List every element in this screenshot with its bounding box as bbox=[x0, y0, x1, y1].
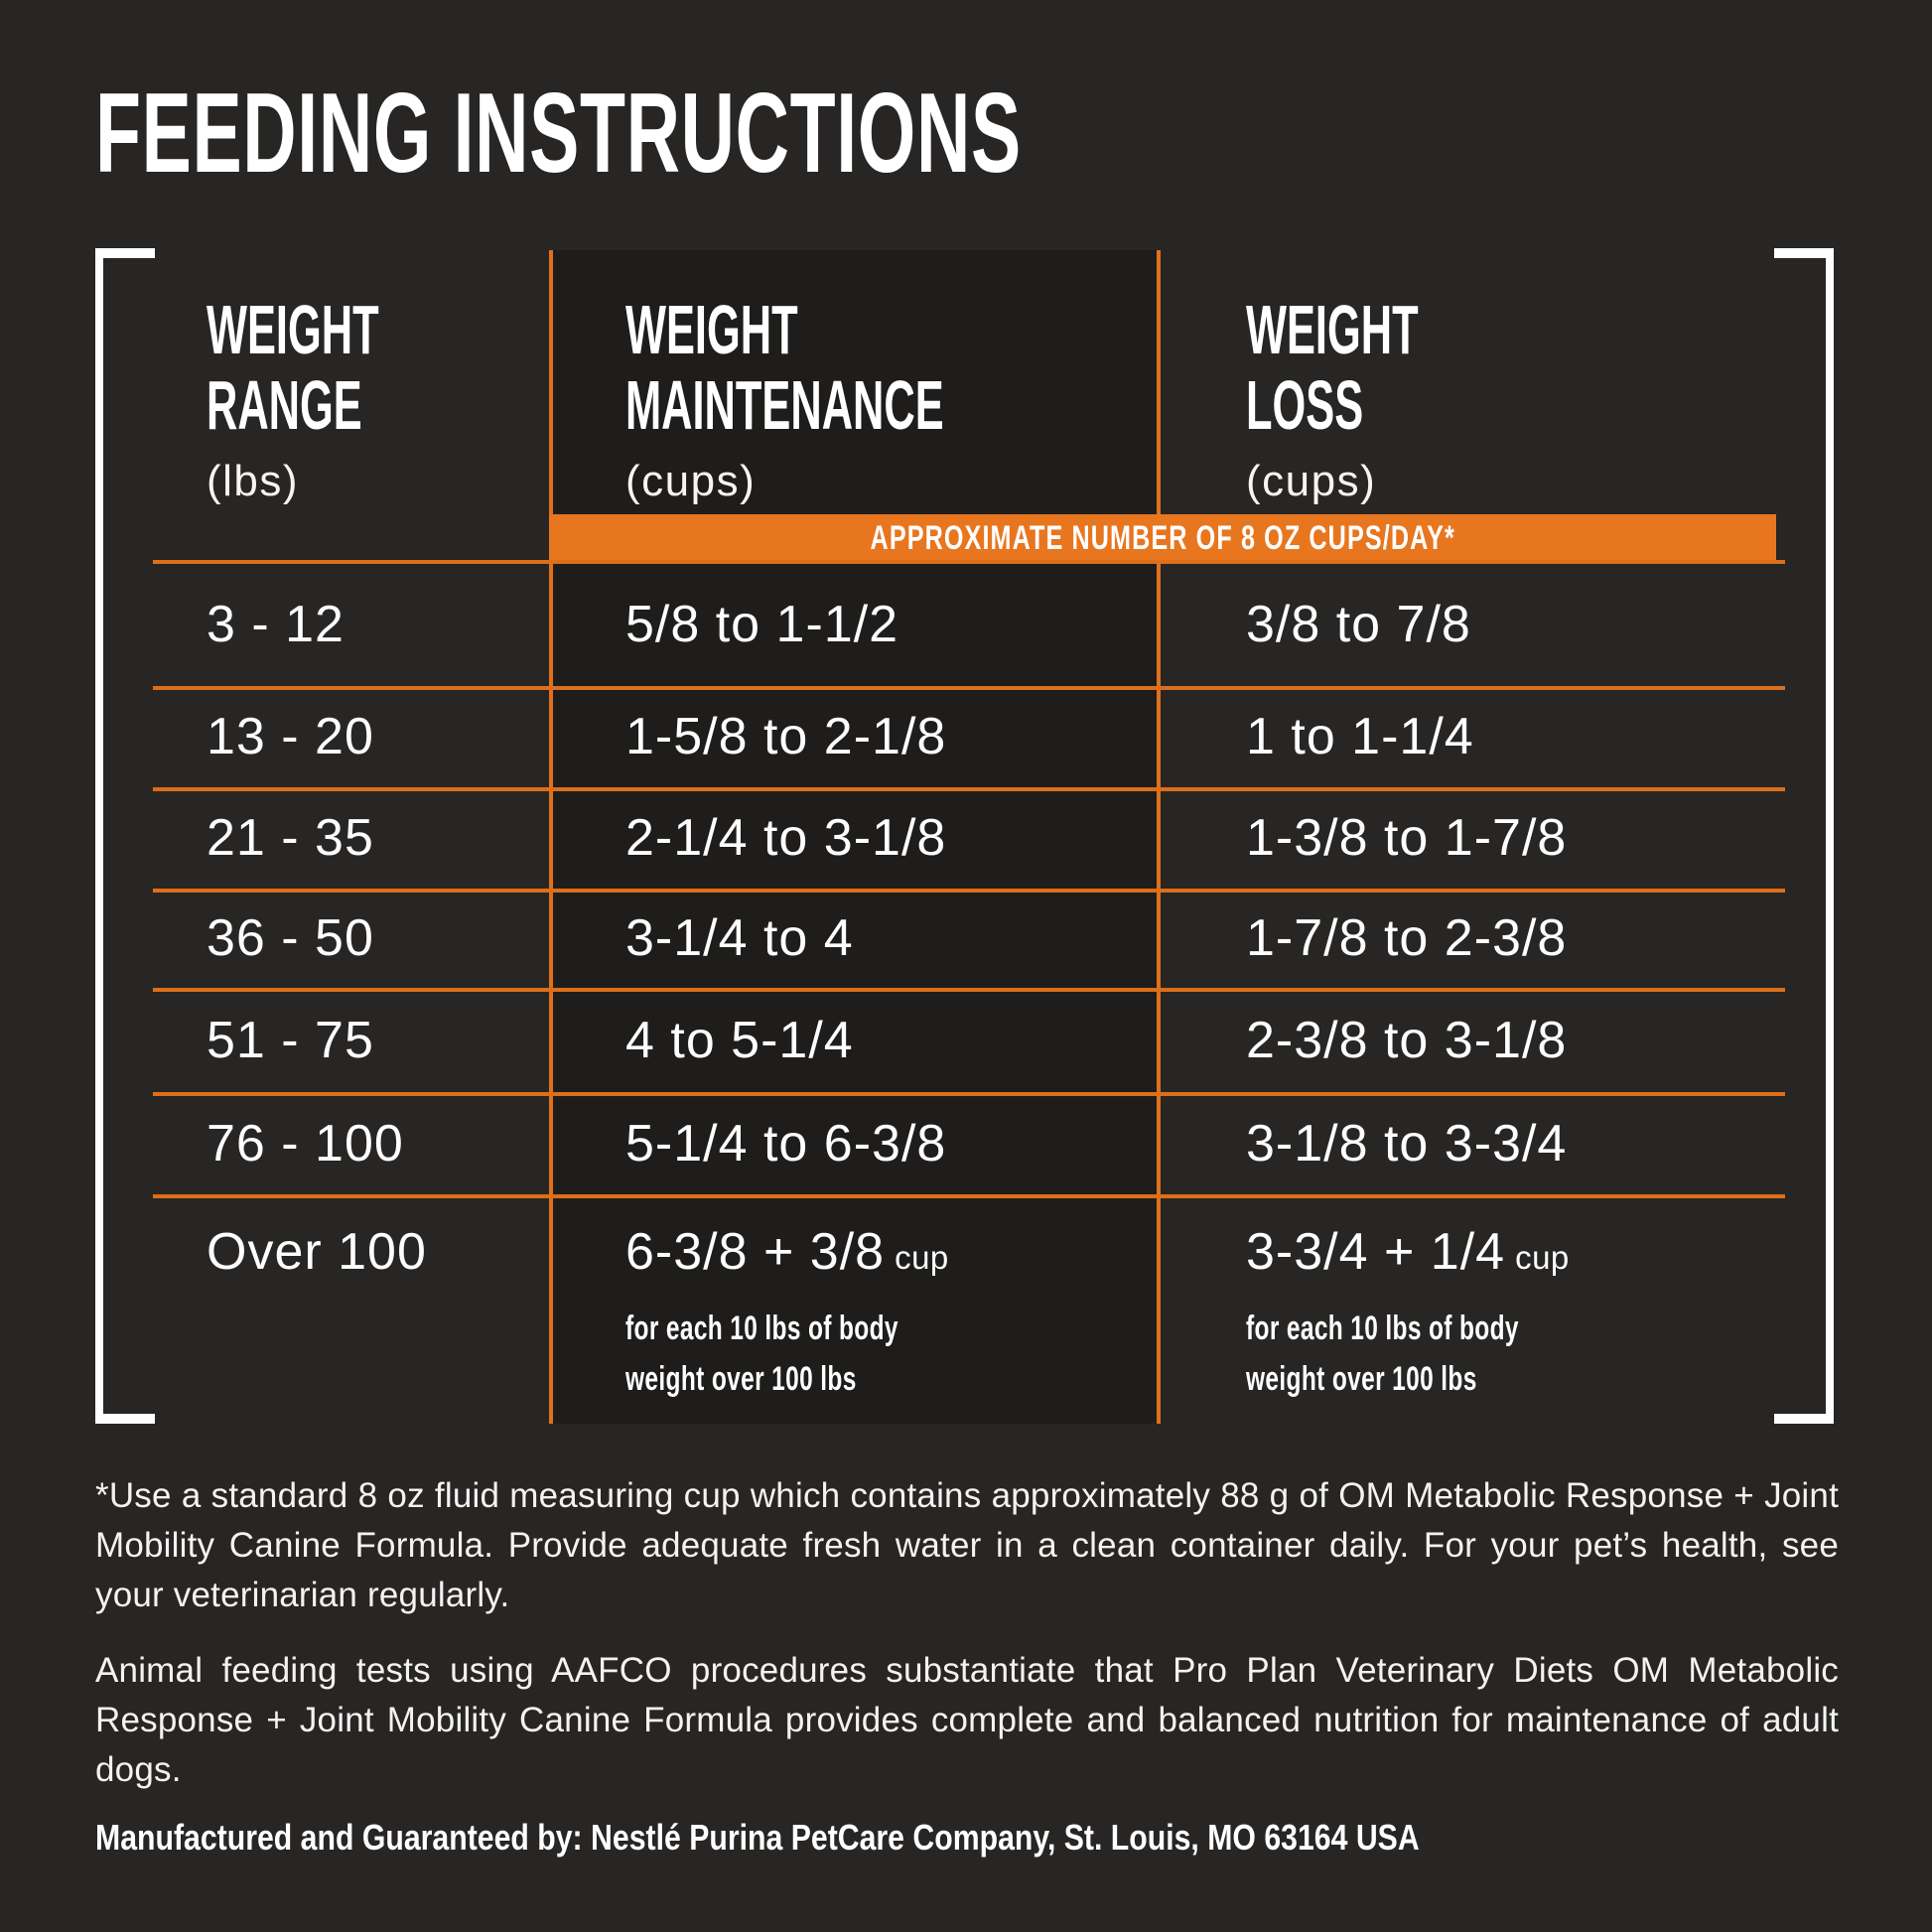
table-row: 76 - 100 5-1/4 to 6-3/8 3-1/8 to 3-3/4 bbox=[95, 1092, 1834, 1194]
column-title-line2: RANGE bbox=[207, 366, 362, 444]
maintenance-cell: 3-1/4 to 4 bbox=[625, 909, 854, 967]
page-title: FEEDING INSTRUCTIONS bbox=[95, 70, 1022, 197]
column-unit: (cups) bbox=[1246, 457, 1377, 505]
weight-loss-note: for each 10 lbs of body weight over 100 … bbox=[1246, 1310, 1519, 1398]
row-divider bbox=[153, 889, 1785, 893]
maintenance-cell: 5/8 to 1-1/2 bbox=[625, 595, 899, 653]
weight-range-cell: Over 100 bbox=[207, 1194, 427, 1422]
weight-loss-cell: 3-1/8 to 3-3/4 bbox=[1246, 1114, 1568, 1173]
column-title-line1: WEIGHT bbox=[625, 291, 798, 368]
column-header-weight-loss: WEIGHT LOSS (cups) bbox=[1246, 292, 1524, 506]
left-bracket-decoration bbox=[95, 248, 155, 1424]
aafco-statement: Animal feeding tests using AAFCO procedu… bbox=[95, 1651, 1839, 1789]
maintenance-cell: 4 to 5-1/4 bbox=[625, 1011, 854, 1069]
table-row-over-100: Over 100 6-3/8 + 3/8 cup for each 10 lbs … bbox=[95, 1194, 1834, 1422]
maintenance-column-panel bbox=[549, 250, 1161, 1424]
column-title-line1: WEIGHT bbox=[1246, 291, 1419, 368]
weight-loss-cell: 3/8 to 7/8 bbox=[1246, 595, 1471, 653]
table-row: 21 - 35 2-1/4 to 3-1/8 1-3/8 to 1-7/8 bbox=[95, 787, 1834, 889]
column-header-weight-maintenance: WEIGHT MAINTENANCE (cups) bbox=[625, 292, 1139, 506]
maintenance-note: for each 10 lbs of body weight over 100 … bbox=[625, 1310, 898, 1398]
weight-range-cell: 13 - 20 bbox=[207, 708, 374, 765]
weight-range-cell: 51 - 75 bbox=[207, 1011, 374, 1069]
measuring-cup-footnote: *Use a standard 8 oz fluid measuring cup… bbox=[95, 1476, 1839, 1614]
column-header-weight-range: WEIGHT RANGE (lbs) bbox=[207, 292, 484, 506]
column-unit: (cups) bbox=[625, 457, 757, 505]
table-row: 51 - 75 4 to 5-1/4 2-3/8 to 3-1/8 bbox=[95, 988, 1834, 1092]
weight-loss-cell: 3-3/4 + 1/4 cup for each 10 lbs of body w… bbox=[1246, 1194, 1695, 1422]
cups-per-day-banner: APPROXIMATE NUMBER OF 8 OZ CUPS/DAY* bbox=[549, 514, 1776, 562]
right-bracket-decoration bbox=[1774, 248, 1834, 1424]
weight-loss-cell: 1-7/8 to 2-3/8 bbox=[1246, 909, 1568, 967]
column-title: WEIGHT RANGE bbox=[207, 292, 379, 443]
feeding-table: WEIGHT RANGE (lbs) WEIGHT MAINTENANCE (c… bbox=[95, 248, 1834, 1424]
table-row: 3 - 12 5/8 to 1-1/2 3/8 to 7/8 bbox=[95, 562, 1834, 686]
maintenance-cell: 2-1/4 to 3-1/8 bbox=[625, 809, 947, 867]
column-title-line2: LOSS bbox=[1246, 366, 1364, 444]
row-divider bbox=[153, 686, 1785, 690]
maintenance-unit-label: cup bbox=[895, 1239, 949, 1276]
row-divider bbox=[153, 560, 1785, 564]
weight-loss-cell: 1-3/8 to 1-7/8 bbox=[1246, 809, 1568, 867]
column-unit: (lbs) bbox=[207, 457, 300, 505]
maintenance-value: 6-3/8 + 3/8 bbox=[625, 1223, 886, 1281]
column-title-line1: WEIGHT bbox=[207, 291, 379, 368]
weight-range-cell: 3 - 12 bbox=[207, 595, 345, 653]
manufacturer-line: Manufactured and Guaranteed by: Nestlé P… bbox=[95, 1817, 1420, 1858]
weight-loss-value: 3-3/4 + 1/4 bbox=[1246, 1223, 1506, 1281]
column-title: WEIGHT MAINTENANCE bbox=[625, 292, 944, 443]
cups-per-day-banner-label: APPROXIMATE NUMBER OF 8 OZ CUPS/DAY* bbox=[870, 518, 1455, 557]
table-row: 36 - 50 3-1/4 to 4 1-7/8 to 2-3/8 bbox=[95, 889, 1834, 988]
weight-range-cell: 21 - 35 bbox=[207, 809, 374, 867]
weight-loss-cell: 2-3/8 to 3-1/8 bbox=[1246, 1011, 1568, 1069]
weight-loss-unit-label: cup bbox=[1515, 1239, 1570, 1276]
table-row: 13 - 20 1-5/8 to 2-1/8 1 to 1-1/4 bbox=[95, 686, 1834, 787]
row-divider bbox=[153, 787, 1785, 791]
row-divider bbox=[153, 988, 1785, 992]
column-title: WEIGHT LOSS bbox=[1246, 292, 1419, 443]
weight-loss-cell: 1 to 1-1/4 bbox=[1246, 708, 1474, 765]
row-divider bbox=[153, 1092, 1785, 1096]
maintenance-cell: 5-1/4 to 6-3/8 bbox=[625, 1114, 947, 1173]
column-title-line2: MAINTENANCE bbox=[625, 366, 944, 444]
row-divider bbox=[153, 1194, 1785, 1198]
weight-range-cell: 36 - 50 bbox=[207, 909, 374, 967]
maintenance-cell: 6-3/8 + 3/8 cup for each 10 lbs of body w… bbox=[625, 1194, 1074, 1422]
maintenance-cell: 1-5/8 to 2-1/8 bbox=[625, 708, 947, 765]
weight-range-cell: 76 - 100 bbox=[207, 1114, 404, 1173]
footnotes: *Use a standard 8 oz fluid measuring cup… bbox=[95, 1471, 1839, 1859]
weight-range-value: Over 100 bbox=[207, 1223, 427, 1281]
